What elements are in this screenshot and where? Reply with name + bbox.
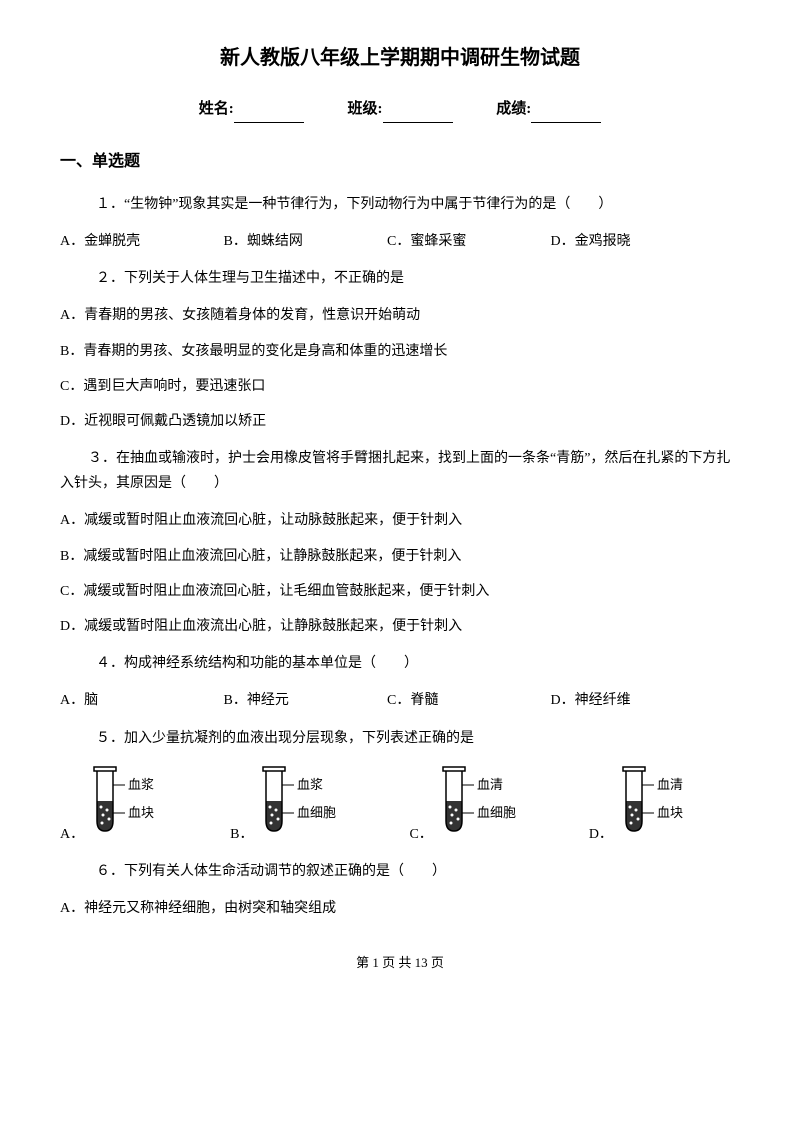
q5-letter-d: D． [589, 822, 613, 847]
q2-opt-b: B．青春期的男孩、女孩最明显的变化是身高和体重的迅速增长 [60, 339, 740, 364]
footer-suffix: 页 [428, 955, 444, 970]
svg-text:血清: 血清 [477, 777, 503, 792]
q1-opt-c: C．蜜蜂采蜜 [387, 229, 547, 254]
footer-prefix: 第 [356, 955, 372, 970]
score-field: 成绩: [496, 101, 601, 117]
q3-opt-a: A．减缓或暂时阻止血液流回心脏，让动脉鼓胀起来，便于针刺入 [60, 508, 740, 533]
q3-opt-d: D．减缓或暂时阻止血液流出心脏，让静脉鼓胀起来，便于针刺入 [60, 614, 740, 639]
svg-text:血细胞: 血细胞 [477, 805, 516, 820]
score-label: 成绩: [496, 101, 531, 117]
q5-letter-a: A． [60, 822, 84, 847]
q5-tube-c: C． 血清 血细胞 [409, 763, 548, 847]
q4-text: ４．构成神经系统结构和功能的基本单位是（ ） [96, 651, 740, 676]
q5-tube-b: B． 血浆 血细胞 [230, 763, 369, 847]
q3-text: ３．在抽血或输液时，护士会用橡皮管将手臂捆扎起来，找到上面的一条条“青筋”，然后… [60, 446, 740, 496]
q2-opt-c: C．遇到巨大声响时，要迅速张口 [60, 374, 740, 399]
q2-opt-d: D．近视眼可佩戴凸透镜加以矫正 [60, 409, 740, 434]
class-blank [383, 106, 453, 123]
q1-opt-a: A．金蝉脱壳 [60, 229, 220, 254]
name-label: 姓名: [199, 101, 234, 117]
q2-opt-a: A．青春期的男孩、女孩随着身体的发育，性意识开始萌动 [60, 303, 740, 328]
footer-total: 13 [415, 955, 428, 970]
q3-opt-b: B．减缓或暂时阻止血液流回心脏，让静脉鼓胀起来，便于针刺入 [60, 544, 740, 569]
footer-mid: 页 共 [379, 955, 415, 970]
q5-tube-a: A． 血浆 血块 [60, 763, 190, 847]
test-tube-icon: 血浆 血块 [90, 763, 190, 847]
q3-opt-c: C．减缓或暂时阻止血液流回心脏，让毛细血管鼓胀起来，便于针刺入 [60, 579, 740, 604]
score-blank [531, 106, 601, 123]
svg-text:血浆: 血浆 [128, 777, 154, 792]
q2-text: ２．下列关于人体生理与卫生描述中，不正确的是 [96, 266, 740, 291]
header-fields: 姓名: 班级: 成绩: [60, 96, 740, 123]
svg-text:血浆: 血浆 [297, 777, 323, 792]
q1-text: １．“生物钟”现象其实是一种节律行为，下列动物行为中属于节律行为的是（ ） [96, 192, 740, 217]
q5-tube-d: D． 血清 血块 [589, 763, 719, 847]
q6-opt-a: A．神经元又称神经细胞，由树突和轴突组成 [60, 896, 740, 921]
svg-text:血块: 血块 [657, 805, 683, 820]
q1-options: A．金蝉脱壳 B．蜘蛛结网 C．蜜蜂采蜜 D．金鸡报晓 [60, 229, 740, 254]
q6-text: ６．下列有关人体生命活动调节的叙述正确的是（ ） [96, 859, 740, 884]
q1-opt-d: D．金鸡报晓 [551, 229, 711, 254]
q5-letter-b: B． [230, 822, 253, 847]
q5-tubes: A． 血浆 血块 B． 血浆 [60, 763, 740, 847]
q3-text-inner: ３．在抽血或输液时，护士会用橡皮管将手臂捆扎起来，找到上面的一条条“青筋”，然后… [60, 451, 730, 491]
q4-opt-b: B．神经元 [224, 688, 384, 713]
page-title: 新人教版八年级上学期期中调研生物试题 [60, 40, 740, 76]
q4-opt-a: A．脑 [60, 688, 220, 713]
class-label: 班级: [348, 101, 383, 117]
test-tube-icon: 血清 血细胞 [439, 763, 549, 847]
q5-letter-c: C． [409, 822, 432, 847]
q1-opt-b: B．蜘蛛结网 [224, 229, 384, 254]
q5-text: ５．加入少量抗凝剂的血液出现分层现象，下列表述正确的是 [96, 726, 740, 751]
q4-opt-c: C．脊髓 [387, 688, 547, 713]
section-title: 一、单选题 [60, 148, 740, 177]
svg-text:血块: 血块 [128, 805, 154, 820]
svg-text:血清: 血清 [657, 777, 683, 792]
name-field: 姓名: [199, 101, 308, 117]
test-tube-icon: 血清 血块 [619, 763, 719, 847]
page-footer: 第 1 页 共 13 页 [60, 951, 740, 974]
q4-opt-d: D．神经纤维 [551, 688, 711, 713]
test-tube-icon: 血浆 血细胞 [259, 763, 369, 847]
class-field: 班级: [348, 101, 457, 117]
name-blank [234, 106, 304, 123]
svg-text:血细胞: 血细胞 [297, 805, 336, 820]
q4-options: A．脑 B．神经元 C．脊髓 D．神经纤维 [60, 688, 740, 713]
